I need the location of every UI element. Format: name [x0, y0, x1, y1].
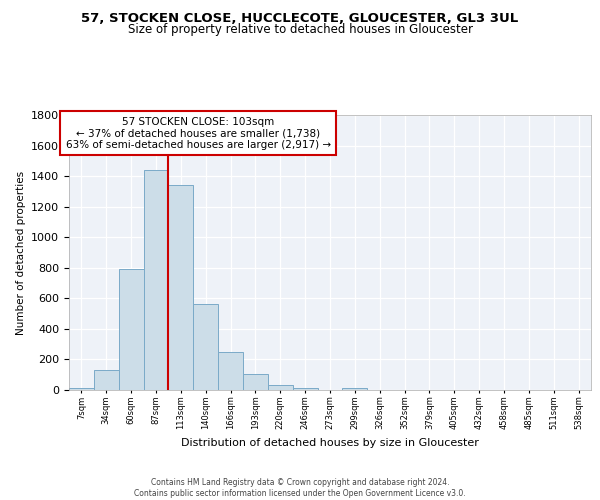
- Bar: [293, 388, 317, 390]
- Bar: [343, 388, 367, 390]
- Bar: [243, 374, 268, 390]
- Bar: [69, 388, 94, 390]
- Bar: [169, 186, 193, 390]
- Text: 57, STOCKEN CLOSE, HUCCLECOTE, GLOUCESTER, GL3 3UL: 57, STOCKEN CLOSE, HUCCLECOTE, GLOUCESTE…: [82, 12, 518, 26]
- X-axis label: Distribution of detached houses by size in Gloucester: Distribution of detached houses by size …: [181, 438, 479, 448]
- Text: Contains HM Land Registry data © Crown copyright and database right 2024.
Contai: Contains HM Land Registry data © Crown c…: [134, 478, 466, 498]
- Bar: [94, 370, 119, 390]
- Y-axis label: Number of detached properties: Number of detached properties: [16, 170, 26, 334]
- Bar: [143, 170, 169, 390]
- Bar: [193, 304, 218, 390]
- Bar: [218, 352, 243, 390]
- Bar: [119, 270, 143, 390]
- Text: Size of property relative to detached houses in Gloucester: Size of property relative to detached ho…: [128, 22, 473, 36]
- Text: 57 STOCKEN CLOSE: 103sqm
← 37% of detached houses are smaller (1,738)
63% of sem: 57 STOCKEN CLOSE: 103sqm ← 37% of detach…: [65, 116, 331, 150]
- Bar: [268, 386, 293, 390]
